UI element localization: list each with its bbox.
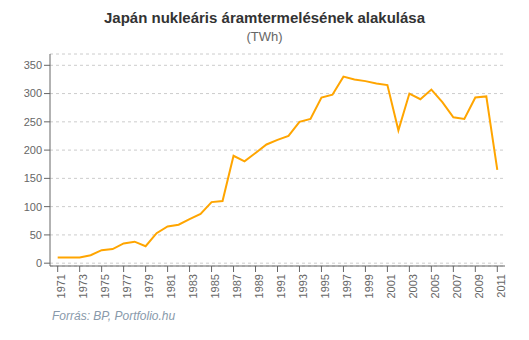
svg-text:1979: 1979: [143, 274, 155, 298]
svg-text:200: 200: [24, 144, 42, 156]
svg-text:1977: 1977: [121, 274, 133, 298]
svg-text:150: 150: [24, 172, 42, 184]
svg-text:1975: 1975: [99, 274, 111, 298]
svg-text:250: 250: [24, 116, 42, 128]
svg-text:0: 0: [36, 257, 42, 269]
html-text:Japán nukleáris áramtermelésén: Japán nukleáris áramtermelésének alakulá…: [104, 9, 425, 26]
svg-text:1983: 1983: [187, 274, 199, 298]
html-text:Forrás: BP, Portfolio.hu: Forrás: BP, Portfolio.hu: [52, 309, 176, 323]
svg-text:2011: 2011: [495, 274, 507, 298]
svg-text:1991: 1991: [275, 274, 287, 298]
svg-text:300: 300: [24, 87, 42, 99]
svg-text:2001: 2001: [385, 274, 397, 298]
svg-text:1987: 1987: [231, 274, 243, 298]
svg-text:2009: 2009: [473, 274, 485, 298]
svg-text:2007: 2007: [451, 274, 463, 298]
svg-text:1999: 1999: [363, 274, 375, 298]
svg-text:1995: 1995: [319, 274, 331, 298]
svg-text:1981: 1981: [165, 274, 177, 298]
svg-text:1973: 1973: [77, 274, 89, 298]
svg-text:1997: 1997: [341, 274, 353, 298]
svg-text:1989: 1989: [253, 274, 265, 298]
svg-text:1993: 1993: [297, 274, 309, 298]
svg-text:1971: 1971: [56, 274, 68, 298]
svg-text:100: 100: [24, 201, 42, 213]
svg-text:50: 50: [30, 229, 42, 241]
svg-text:2005: 2005: [429, 274, 441, 298]
html-text:(TWh): (TWh): [246, 29, 283, 44]
svg-text:2003: 2003: [407, 274, 419, 298]
svg-text:1985: 1985: [209, 274, 221, 298]
svg-text:350: 350: [24, 59, 42, 71]
